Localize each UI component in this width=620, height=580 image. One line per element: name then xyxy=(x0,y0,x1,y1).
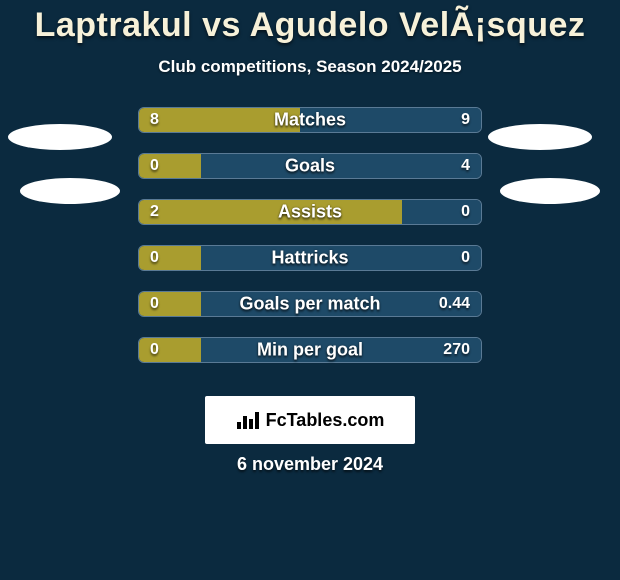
stat-value-left: 0 xyxy=(150,295,159,313)
page-title: Laptrakul vs Agudelo VelÃ¡squez xyxy=(0,0,620,45)
stat-bar-left-fill xyxy=(139,154,201,178)
stat-value-right: 9 xyxy=(461,111,470,129)
stat-bar-left-fill xyxy=(139,246,201,270)
stat-value-left: 0 xyxy=(150,341,159,359)
stat-row: Min per goal 0 270 xyxy=(0,337,620,363)
stat-row: Goals per match 0 0.44 xyxy=(0,291,620,317)
stat-label: Matches xyxy=(274,110,346,131)
stat-value-left: 2 xyxy=(150,203,159,221)
source-text: FcTables.com xyxy=(266,410,385,431)
comparison-infographic: Laptrakul vs Agudelo VelÃ¡squez Club com… xyxy=(0,0,620,580)
stat-value-left: 0 xyxy=(150,249,159,267)
stat-row: Matches 8 9 xyxy=(0,107,620,133)
source-badge: FcTables.com xyxy=(205,396,415,444)
stat-label: Hattricks xyxy=(271,248,348,269)
stat-value-right: 0 xyxy=(461,249,470,267)
stat-row: Assists 2 0 xyxy=(0,199,620,225)
stat-row: Goals 0 4 xyxy=(0,153,620,179)
stat-label: Goals xyxy=(285,156,335,177)
stat-label: Assists xyxy=(278,202,342,223)
stat-bar-left-fill xyxy=(139,338,201,362)
stat-bar-right-fill xyxy=(201,154,481,178)
stat-label: Goals per match xyxy=(239,294,380,315)
footer-date: 6 november 2024 xyxy=(237,454,383,475)
page-subtitle: Club competitions, Season 2024/2025 xyxy=(0,57,620,77)
stat-value-left: 8 xyxy=(150,111,159,129)
stat-label: Min per goal xyxy=(257,340,363,361)
stat-value-right: 4 xyxy=(461,157,470,175)
stat-bar-left-fill xyxy=(139,200,402,224)
stat-value-right: 0 xyxy=(461,203,470,221)
stat-row: Hattricks 0 0 xyxy=(0,245,620,271)
stat-value-right: 270 xyxy=(443,341,470,359)
stat-value-right: 0.44 xyxy=(439,295,470,313)
stat-value-left: 0 xyxy=(150,157,159,175)
bars-icon xyxy=(236,410,260,430)
stat-bar-left-fill xyxy=(139,292,201,316)
